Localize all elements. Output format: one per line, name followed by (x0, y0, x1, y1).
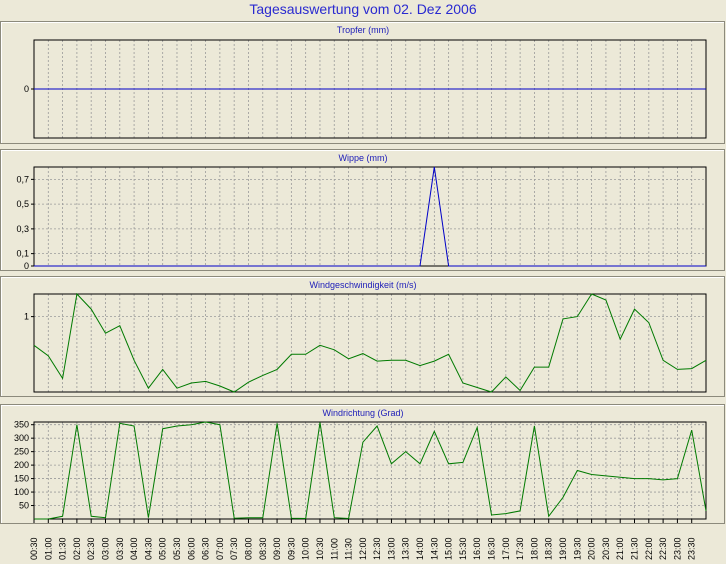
x-tick-label: 02:30 (86, 537, 96, 560)
panel-title: Windrichtung (Grad) (322, 408, 403, 418)
x-tick-label: 16:00 (472, 537, 482, 560)
x-tick-label: 23:30 (687, 537, 697, 560)
x-tick-label: 18:00 (529, 537, 539, 560)
x-tick-label: 10:00 (301, 537, 311, 560)
x-tick-label: 05:00 (158, 537, 168, 560)
plot-area (33, 166, 707, 267)
panel-title: Tropfer (mm) (337, 25, 389, 35)
chart-panel-4: Windrichtung (Grad) 50 100 150 200 250 300 350 (0, 404, 725, 524)
x-tick-label: 12:30 (372, 537, 382, 560)
x-tick-label: 19:00 (558, 537, 568, 560)
panel-title: Windgeschwindigkeit (m/s) (309, 280, 416, 290)
x-tick-label: 17:30 (515, 537, 525, 560)
y-tick-label: 50 (19, 501, 29, 511)
x-tick-label: 18:30 (544, 537, 554, 560)
x-tick-label: 13:00 (386, 537, 396, 560)
y-tick-label: 300 (14, 433, 29, 443)
plot-area (33, 421, 707, 520)
y-tick-label: 1 (24, 312, 29, 322)
x-tick-label: 00:30 (29, 537, 39, 560)
x-tick-label: 08:30 (258, 537, 268, 560)
page-title: Tagesauswertung vom 02. Dez 2006 (249, 1, 477, 17)
x-tick-label: 07:00 (215, 537, 225, 560)
y-tick-label: 350 (14, 420, 29, 430)
x-tick-label: 21:30 (630, 537, 640, 560)
panel-frame (0, 404, 725, 524)
y-tick-label: 150 (14, 474, 29, 484)
x-tick-label: 03:00 (100, 537, 110, 560)
x-tick-label: 20:30 (601, 537, 611, 560)
x-tick-label: 14:30 (429, 537, 439, 560)
x-tick-label: 12:00 (358, 537, 368, 560)
y-tick-label: 0 (24, 84, 29, 94)
y-tick-label: 250 (14, 447, 29, 457)
x-tick-label: 04:00 (129, 537, 139, 560)
y-tick-label: 100 (14, 487, 29, 497)
x-tick-label: 11:30 (344, 538, 354, 560)
panel-title: Wippe (mm) (339, 153, 388, 163)
x-tick-label: 21:00 (615, 537, 625, 560)
y-tick-label: 0,1 (16, 249, 29, 259)
x-tick-label: 13:30 (401, 537, 411, 560)
x-tick-label: 01:30 (58, 537, 68, 560)
x-tick-label: 06:30 (201, 537, 211, 560)
y-tick-label: 0,3 (16, 224, 29, 234)
x-tick-label: 08:00 (243, 537, 253, 560)
x-tick-label: 11:00 (329, 538, 339, 560)
x-tick-label: 07:30 (229, 537, 239, 560)
y-tick-label: 200 (14, 460, 29, 470)
plot-area (33, 293, 707, 393)
x-tick-label: 06:00 (186, 537, 196, 560)
x-tick-label: 09:30 (286, 537, 296, 560)
x-tick-label: 10:30 (315, 537, 325, 560)
y-tick-label: 0,5 (16, 199, 29, 209)
x-tick-label: 16:30 (487, 537, 497, 560)
chart-panel-3: Windgeschwindigkeit (m/s) 1 (0, 276, 725, 397)
x-tick-label: 15:30 (458, 537, 468, 560)
x-tick-label: 03:30 (115, 537, 125, 560)
panel-frame (0, 276, 725, 397)
series-line (34, 421, 707, 520)
x-tick-label: 04:30 (143, 537, 153, 560)
x-tick-label: 22:30 (658, 537, 668, 560)
x-tick-label: 14:00 (415, 537, 425, 560)
series-line (33, 292, 707, 393)
x-axis-labels: 00:30 01:00 01:30 02:00 02:30 03:00 03:30 04:00… (29, 519, 697, 560)
chart-panel-1: Tropfer (mm) 0 (0, 21, 725, 144)
x-tick-label: 05:30 (172, 537, 182, 560)
y-tick-label: 0 (24, 261, 29, 271)
x-tick-label: 22:00 (644, 537, 654, 560)
x-tick-label: 20:00 (587, 537, 597, 560)
panel-frame (0, 149, 725, 271)
chart-panel-2: Wippe (mm) 0 0,1 0,3 0,5 0,7 (0, 149, 725, 271)
x-tick-label: 02:00 (72, 537, 82, 560)
x-tick-label: 15:00 (444, 537, 454, 560)
x-tick-label: 09:00 (272, 537, 282, 560)
y-tick-label: 0,7 (16, 174, 29, 184)
x-tick-label: 01:00 (43, 537, 53, 560)
x-tick-label: 23:00 (672, 537, 682, 560)
panel-frame (0, 21, 725, 144)
x-tick-label: 17:00 (501, 537, 511, 560)
series-line (34, 166, 706, 267)
x-tick-label: 19:30 (572, 537, 582, 560)
